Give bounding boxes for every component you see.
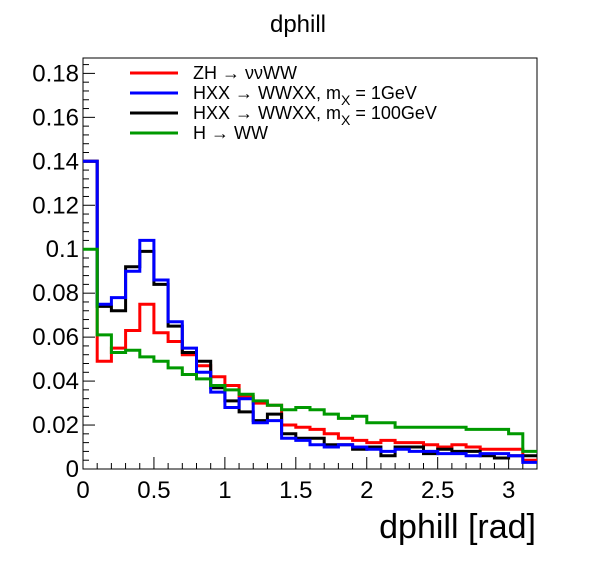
y-tick-label: 0.08 bbox=[32, 280, 79, 307]
series-line-1 bbox=[83, 159, 537, 462]
x-tick-label: 0 bbox=[76, 477, 89, 504]
y-tick-label: 0.14 bbox=[32, 148, 79, 175]
y-tick-label: 0.16 bbox=[32, 104, 79, 131]
x-tick-label: 0.5 bbox=[137, 477, 170, 504]
x-tick-label: 2 bbox=[360, 477, 373, 504]
series-line-3 bbox=[83, 159, 537, 460]
y-tick-label: 0.04 bbox=[32, 368, 79, 395]
x-tick-label: 1.5 bbox=[279, 477, 312, 504]
y-tick-label: 0.02 bbox=[32, 412, 79, 439]
series-line-4 bbox=[83, 247, 537, 453]
y-tick-label: 0.06 bbox=[32, 324, 79, 351]
series-line-2 bbox=[83, 159, 537, 464]
x-axis: 0 0.5 1 1.5 2 2.5 3 bbox=[76, 457, 538, 504]
series-layer bbox=[83, 159, 537, 464]
legend-entry-label: ZH → ννWW bbox=[193, 63, 297, 83]
x-tick-label: 3 bbox=[502, 477, 515, 504]
chart-title: dphill bbox=[270, 11, 326, 38]
y-tick-label: 0.12 bbox=[32, 192, 79, 219]
x-tick-label: 2.5 bbox=[421, 477, 454, 504]
y-tick-label: 0 bbox=[66, 456, 79, 483]
x-axis-label: dphill [rad] bbox=[379, 508, 536, 546]
legend-entry-label: H → WW bbox=[193, 123, 268, 143]
x-tick-label: 1 bbox=[218, 477, 231, 504]
y-axis: 0 0.02 0.04 0.06 0.08 0.1 0.12 0.14 0.16 0.18 bbox=[32, 60, 95, 483]
y-tick-label: 0.1 bbox=[46, 236, 79, 263]
y-tick-label: 0.18 bbox=[32, 60, 79, 87]
